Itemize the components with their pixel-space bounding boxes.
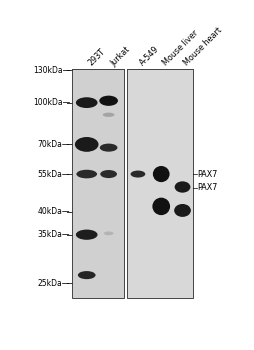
Text: 293T: 293T xyxy=(87,47,107,68)
Ellipse shape xyxy=(100,144,118,152)
Ellipse shape xyxy=(152,198,170,215)
Ellipse shape xyxy=(75,137,99,152)
Ellipse shape xyxy=(78,271,96,279)
Ellipse shape xyxy=(104,231,114,235)
Ellipse shape xyxy=(175,181,190,193)
Text: Mouse heart: Mouse heart xyxy=(183,26,224,68)
Text: 25kDa—: 25kDa— xyxy=(38,279,70,288)
Text: 130kDa—: 130kDa— xyxy=(33,66,70,75)
Ellipse shape xyxy=(174,204,191,217)
Ellipse shape xyxy=(76,97,98,108)
Text: 100kDa—: 100kDa— xyxy=(33,98,70,107)
Text: 70kDa—: 70kDa— xyxy=(38,140,70,149)
Text: 35kDa—: 35kDa— xyxy=(38,230,70,239)
Text: PAX7: PAX7 xyxy=(198,169,218,178)
Text: A-549: A-549 xyxy=(138,44,161,68)
Ellipse shape xyxy=(76,230,98,240)
Ellipse shape xyxy=(100,170,117,178)
Ellipse shape xyxy=(131,170,145,177)
Ellipse shape xyxy=(99,96,118,106)
Bar xyxy=(72,69,124,298)
Ellipse shape xyxy=(153,166,170,182)
Ellipse shape xyxy=(76,170,97,178)
Text: Jurkat: Jurkat xyxy=(109,45,132,68)
Text: 55kDa—: 55kDa— xyxy=(38,169,70,178)
Ellipse shape xyxy=(103,113,115,117)
Text: 40kDa—: 40kDa— xyxy=(38,207,70,216)
Bar xyxy=(127,69,193,298)
Text: Mouse liver: Mouse liver xyxy=(161,29,200,68)
Text: PAX7: PAX7 xyxy=(198,183,218,192)
